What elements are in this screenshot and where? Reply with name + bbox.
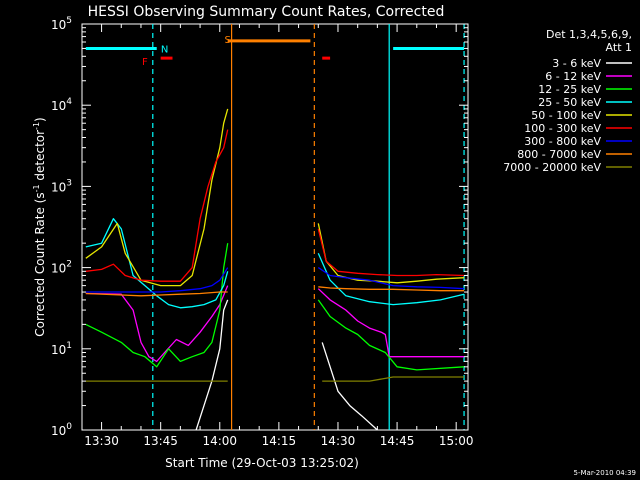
- x-tick-label-14-00: 14:00: [202, 434, 237, 448]
- y-axis-label: Corrected Count Rate (s-1 detector-1): [32, 117, 47, 336]
- legend-label-8: 7000 - 20000 keV: [503, 161, 601, 174]
- series-line-3-6-kev-1: [321, 342, 378, 431]
- y-axis: 100 101 102 103 104 105: [51, 16, 468, 438]
- series-line-7000-20000-kev-1: [322, 376, 465, 382]
- legend-label-1: 6 - 12 keV: [545, 70, 601, 83]
- y-axis-label-sup2: -1: [32, 122, 41, 130]
- y-tick-label-1: 101: [51, 341, 72, 357]
- series-25-50-kev: [85, 218, 465, 309]
- y-tick-label-3: 103: [51, 178, 72, 194]
- x-axis-label: Start Time (29-Oct-03 13:25:02): [165, 456, 359, 470]
- series-lines: [85, 108, 465, 431]
- series-line-25-50-kev-1: [317, 253, 465, 306]
- series-50-100-kev: [85, 108, 465, 287]
- y-tick-label-4: 104: [51, 97, 72, 113]
- x-tick-label-15-00: 15:00: [439, 434, 474, 448]
- series-12-25-kev: [85, 243, 465, 371]
- plot-frame: [81, 23, 469, 431]
- legend-header-line2: Att 1: [606, 41, 632, 54]
- y-axis-label-main: Corrected Count Rate (s: [33, 192, 47, 336]
- series-line-12-25-kev-1: [317, 299, 465, 371]
- series-300-800-kev: [85, 267, 465, 293]
- x-axis: 13:30 13:45 14:00 14:15 14:30 14:45 15:00: [84, 24, 473, 448]
- series-line-3-6-kev-0: [195, 299, 229, 431]
- series-7000-20000-kev: [85, 376, 465, 382]
- y-tick-label-2: 102: [51, 260, 72, 276]
- y-tick-label-5: 105: [51, 16, 72, 32]
- flag-label-n: N: [161, 44, 168, 55]
- legend-label-4: 50 - 100 keV: [531, 109, 601, 122]
- series-line-100-300-kev-0: [85, 129, 229, 282]
- series-800-7000-kev: [85, 286, 465, 297]
- series-6-12-kev: [85, 285, 465, 363]
- legend-label-0: 3 - 6 keV: [552, 57, 601, 70]
- x-tick-label-13-30: 13:30: [84, 434, 119, 448]
- x-tick-label-14-45: 14:45: [380, 434, 415, 448]
- series-line-800-7000-kev-0: [85, 291, 228, 297]
- series-line-50-100-kev-1: [317, 223, 465, 284]
- legend-label-5: 100 - 300 keV: [524, 122, 601, 135]
- series-line-6-12-kev-0: [85, 285, 229, 363]
- legend-label-3: 25 - 50 keV: [538, 96, 601, 109]
- series-line-6-12-kev-1: [317, 288, 465, 358]
- series-100-300-kev: [85, 129, 465, 282]
- series-line-12-25-kev-0: [85, 243, 229, 368]
- plot-area: [81, 23, 469, 431]
- series-line-300-800-kev-0: [85, 267, 229, 293]
- series-line-25-50-kev-0: [85, 218, 229, 309]
- y-tick-label-0: 100: [51, 422, 72, 438]
- x-tick-label-13-45: 13:45: [143, 434, 178, 448]
- legend-header-line1: Det 1,3,4,5,6,9,: [546, 28, 632, 41]
- chart-title: HESSI Observing Summary Count Rates, Cor…: [88, 4, 445, 20]
- y-axis-label-end: ): [33, 117, 47, 122]
- series-line-300-800-kev-1: [317, 267, 465, 290]
- legend-label-6: 300 - 800 keV: [524, 135, 601, 148]
- x-tick-label-14-30: 14:30: [321, 434, 356, 448]
- x-tick-label-14-15: 14:15: [262, 434, 297, 448]
- y-axis-label-mid: detector: [33, 130, 47, 185]
- flag-label-f: F: [142, 57, 148, 68]
- series-3-6-kev: [195, 299, 378, 431]
- series-line-50-100-kev-0: [85, 108, 229, 287]
- flag-label-s: S: [224, 35, 230, 46]
- series-line-100-300-kev-1: [317, 228, 465, 277]
- y-axis-label-sup1: -1: [32, 184, 41, 192]
- series-line-800-7000-kev-1: [318, 286, 465, 292]
- legend-label-2: 12 - 25 keV: [538, 83, 601, 96]
- legend-label-7: 800 - 7000 keV: [517, 148, 601, 161]
- annotations: F N S: [85, 24, 465, 430]
- footer-timestamp: 5-Mar-2010 04:39: [574, 469, 636, 477]
